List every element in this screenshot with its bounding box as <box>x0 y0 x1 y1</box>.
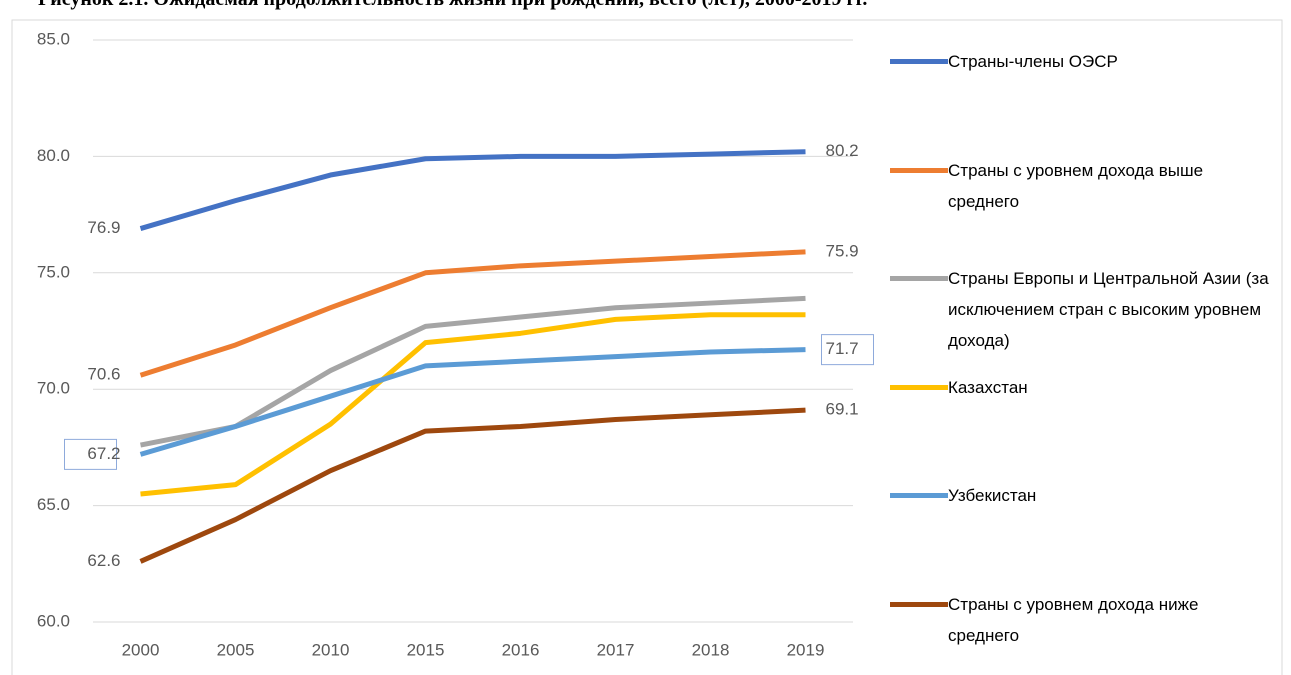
x-tick-label: 2017 <box>597 640 635 659</box>
chart-frame <box>11 19 1283 675</box>
series-line <box>139 149 806 231</box>
y-tick-label: 80.0 <box>37 146 70 165</box>
data-label: 76.9 <box>87 218 120 237</box>
legend-entry: Страны Европы и Центральной Азии (за иск… <box>890 267 1270 356</box>
data-label: 62.6 <box>87 551 120 570</box>
legend-label: Страны Европы и Центральной Азии (за иск… <box>948 269 1269 351</box>
data-label: 75.9 <box>826 241 859 260</box>
y-tick-label: 65.0 <box>37 495 70 514</box>
series-line <box>139 347 806 457</box>
legend-entry: Казахстан <box>890 376 1270 403</box>
x-tick-label: 2010 <box>312 640 350 659</box>
y-tick-label: 75.0 <box>37 262 70 281</box>
legend-entry: Страны с уровнем дохода выше среднего <box>890 159 1270 217</box>
legend-swatch <box>890 167 948 173</box>
x-tick-label: 2015 <box>407 640 445 659</box>
legend-swatch <box>890 276 948 282</box>
data-label-box <box>821 334 874 366</box>
data-label: 71.7 <box>826 339 859 358</box>
data-label: 80.2 <box>826 141 859 160</box>
data-label: 69.1 <box>826 400 859 419</box>
x-tick-label: 2018 <box>692 640 730 659</box>
legend-swatch <box>890 384 948 390</box>
y-tick-label: 70.0 <box>37 379 70 398</box>
x-tick-label: 2000 <box>122 640 160 659</box>
series-line <box>140 295 806 448</box>
data-label-box <box>64 438 117 470</box>
legend-label: Узбекистан <box>948 486 1037 506</box>
chart-title: Рисунок 2.1. Ожидаемая продолжительность… <box>38 0 867 11</box>
series-line <box>139 407 806 564</box>
legend-label: Страны с уровнем дохода ниже среднего <box>948 595 1199 645</box>
legend-label: Казахстан <box>948 377 1028 397</box>
data-label: 70.6 <box>87 365 120 384</box>
x-tick-label: 2016 <box>502 640 540 659</box>
series-line <box>140 312 806 497</box>
legend-entry: Узбекистан <box>890 484 1270 511</box>
legend-swatch <box>890 602 948 607</box>
legend-swatch <box>890 59 948 64</box>
data-label: 67.2 <box>87 444 120 463</box>
legend-entry: Страны с уровнем дохода ниже среднего <box>890 593 1270 651</box>
y-tick-label: 60.0 <box>37 611 70 630</box>
x-tick-label: 2005 <box>217 640 255 659</box>
legend-label: Страны с уровнем дохода выше среднего <box>948 160 1204 211</box>
legend-swatch <box>890 493 948 499</box>
legend-label: Страны-члены ОЭСР <box>948 52 1118 71</box>
legend-entry: Страны-члены ОЭСР <box>890 50 1270 77</box>
x-tick-label: 2019 <box>787 640 825 659</box>
y-tick-label: 85.0 <box>37 29 70 48</box>
series-line <box>139 249 806 378</box>
